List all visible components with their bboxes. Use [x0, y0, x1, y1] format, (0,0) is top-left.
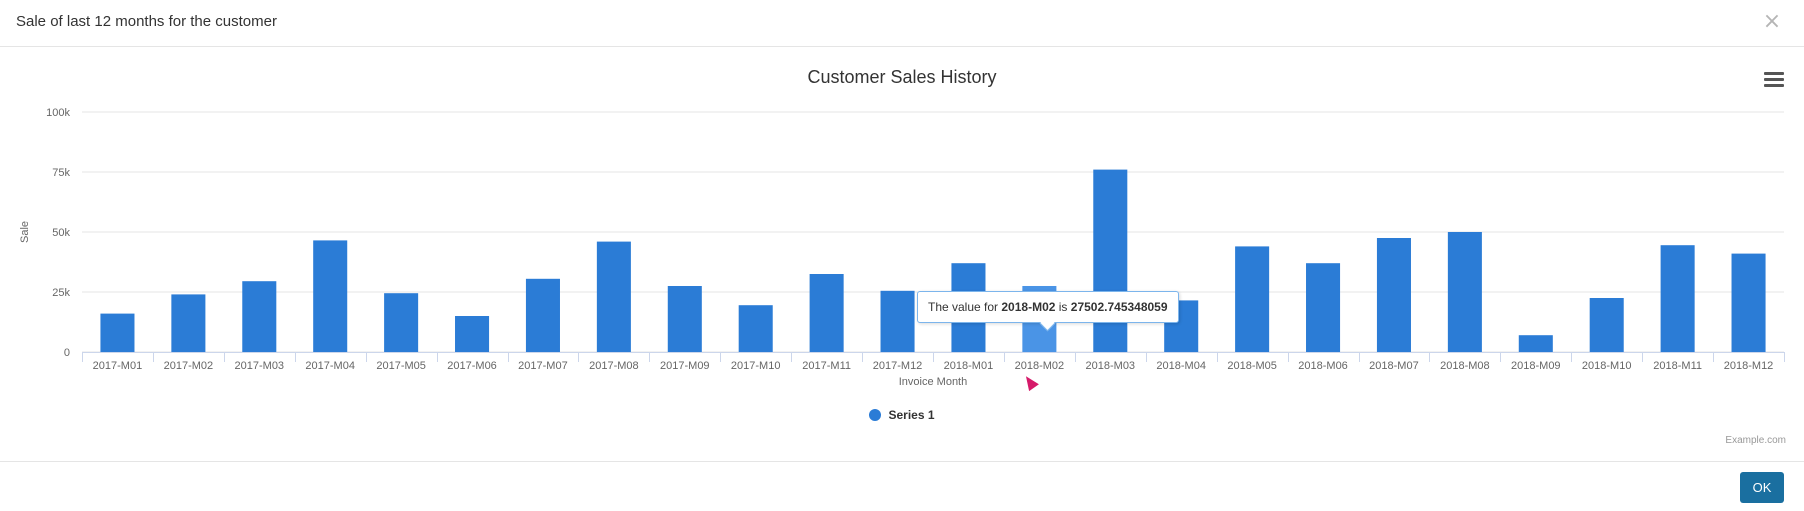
bar	[1093, 169, 1128, 352]
bar	[171, 294, 206, 352]
bar	[525, 278, 560, 352]
x-tick-label: 2018-M06	[1298, 360, 1348, 372]
modal-header: Sale of last 12 months for the customer …	[0, 0, 1804, 47]
bar	[384, 293, 419, 352]
x-tick-label: 2017-M08	[589, 360, 639, 372]
x-tick-label: 2017-M01	[93, 360, 143, 372]
y-axis-title: Sale	[19, 221, 31, 243]
x-tick-label: 2017-M06	[447, 360, 497, 372]
bar	[1518, 335, 1553, 352]
y-tick-label: 25k	[52, 287, 70, 299]
legend: Series 1	[0, 408, 1804, 424]
tooltip-middle: is	[1055, 300, 1071, 314]
x-tick-label: 2018-M02	[1015, 360, 1065, 372]
bar	[100, 313, 135, 352]
bar	[1306, 263, 1341, 352]
y-tick-label: 100k	[46, 107, 70, 119]
x-tick-label: 2018-M07	[1369, 360, 1419, 372]
bar	[1376, 238, 1411, 352]
close-icon[interactable]: ×	[1760, 10, 1784, 34]
bar	[596, 241, 631, 352]
bar	[880, 290, 915, 352]
x-tick-label: 2018-M05	[1227, 360, 1277, 372]
bar	[667, 286, 702, 352]
bar	[1235, 246, 1270, 352]
bar	[1589, 298, 1624, 352]
bar	[738, 305, 773, 352]
modal-title: Sale of last 12 months for the customer	[16, 13, 277, 30]
hamburger-menu-icon[interactable]	[1764, 72, 1784, 90]
bar	[1447, 232, 1482, 352]
bar-chart: 0 25k 50k 75k 100k Sale 2017-M01 2017-M02 2017-M…	[19, 107, 1785, 388]
x-tick-label: 2018-M01	[944, 360, 994, 372]
x-tick-label: 2017-M05	[376, 360, 426, 372]
y-tick-label: 75k	[52, 167, 70, 179]
x-tick-label: 2017-M03	[235, 360, 285, 372]
x-tick-label: 2018-M12	[1724, 360, 1774, 372]
chart-container: 0 25k 50k 75k 100k Sale 2017-M01 2017-M02 2017-M…	[0, 47, 1804, 457]
tooltip-value: 27502.745348059	[1070, 300, 1168, 314]
bar	[242, 281, 277, 352]
x-tick-label: 2017-M09	[660, 360, 710, 372]
modal-footer: OK	[0, 461, 1804, 511]
x-tick-label: 2017-M10	[731, 360, 781, 372]
x-tick-label: 2018-M08	[1440, 360, 1490, 372]
x-tick-label: 2018-M09	[1511, 360, 1561, 372]
legend-marker	[869, 409, 882, 421]
x-tick-label: 2017-M07	[518, 360, 568, 372]
y-tick-label: 50k	[52, 227, 70, 239]
bar	[1660, 245, 1695, 352]
x-tick-label: 2017-M02	[164, 360, 214, 372]
x-tick-label: 2017-M04	[305, 360, 355, 372]
x-axis-title: Invoice Month	[899, 376, 967, 388]
x-tick-label: 2018-M11	[1653, 360, 1702, 372]
chart-title: Customer Sales History	[807, 67, 997, 87]
legend-item-series-1[interactable]: Series 1	[869, 408, 935, 422]
x-tick-label: 2018-M04	[1156, 360, 1206, 372]
legend-label: Series 1	[888, 408, 935, 422]
ok-button[interactable]: OK	[1740, 472, 1784, 503]
chart-tooltip: The value for 2018-M02 is 27502.74534805…	[917, 291, 1179, 323]
tooltip-prefix: The value for	[928, 300, 1002, 314]
tooltip-category: 2018-M02	[1001, 300, 1056, 314]
x-tick-label: 2018-M10	[1582, 360, 1632, 372]
bar	[1731, 253, 1766, 352]
bar	[313, 240, 348, 352]
chart-credit[interactable]: Example.com	[1725, 435, 1786, 446]
x-tick-label: 2018-M03	[1086, 360, 1136, 372]
bar	[455, 316, 490, 352]
x-tick-label: 2017-M11	[802, 360, 851, 372]
bar	[809, 274, 844, 352]
x-tick-label: 2017-M12	[873, 360, 923, 372]
y-tick-label: 0	[64, 347, 70, 359]
